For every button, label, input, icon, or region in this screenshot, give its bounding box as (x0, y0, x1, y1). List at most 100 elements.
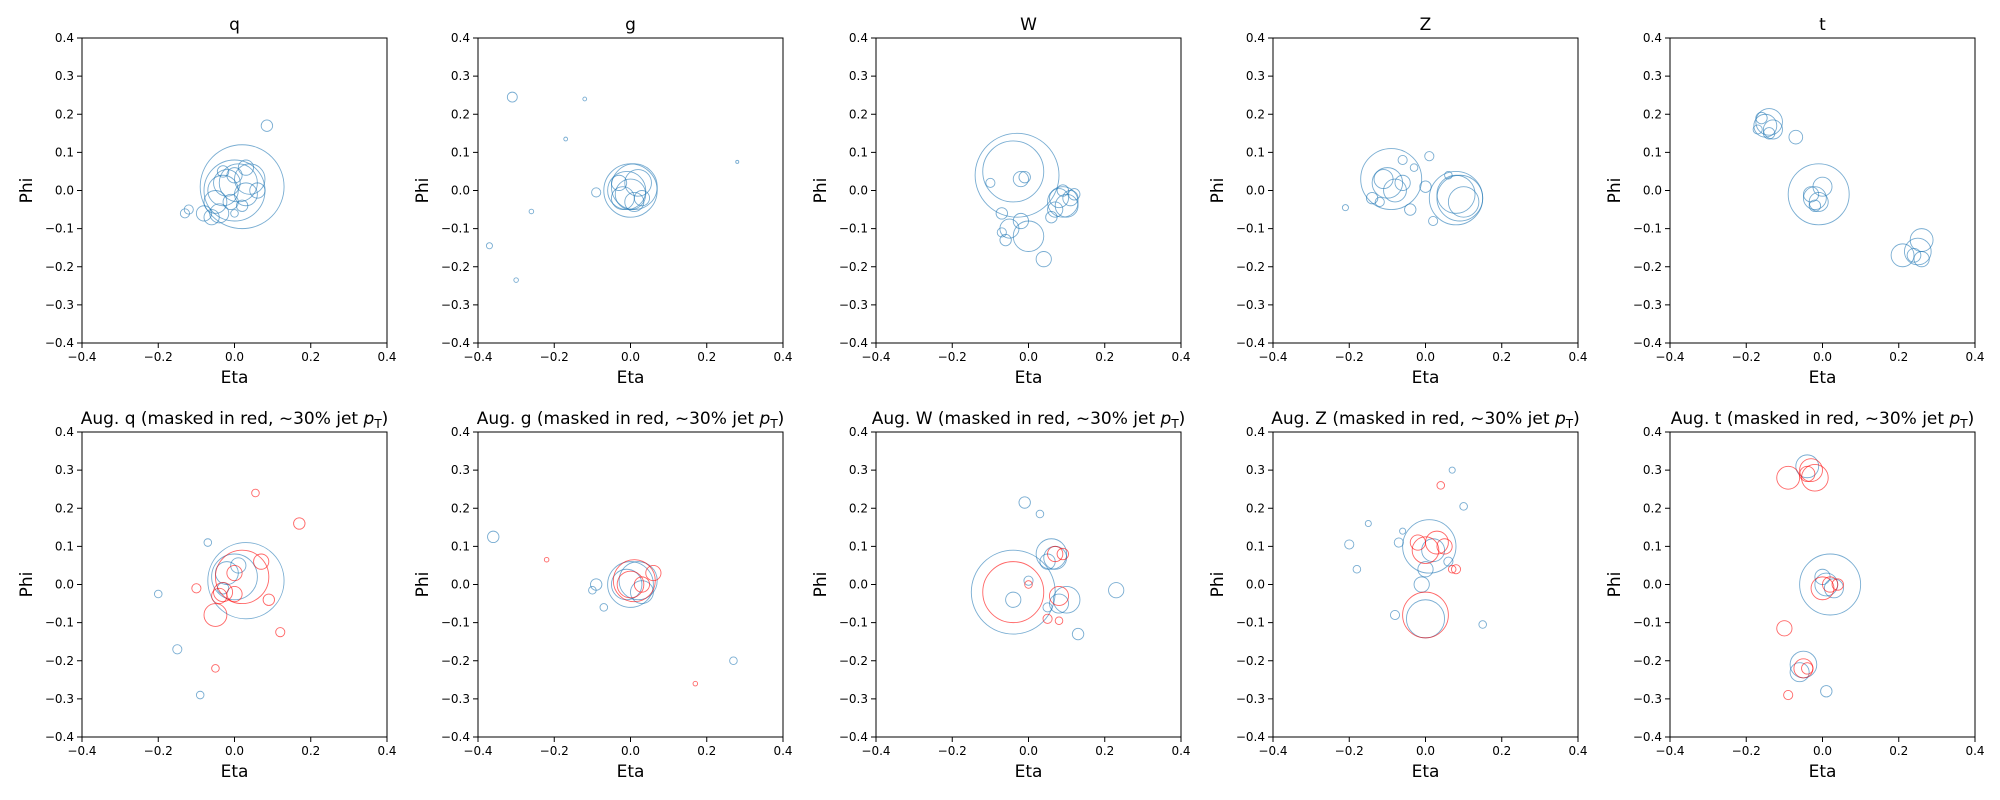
x-tick-label: −0.2 (1732, 744, 1761, 758)
data-point-unmasked-12 (582, 96, 588, 102)
data-point-unmasked-14 (1904, 237, 1932, 266)
y-tick-label: 0.0 (1643, 578, 1662, 592)
y-tick-label: 0.3 (55, 69, 74, 83)
data-point-masked-11 (275, 627, 286, 638)
y-tick-label: 0.3 (1246, 69, 1265, 83)
x-tick-label: 0.0 (621, 350, 640, 364)
x-tick-label: −0.4 (1258, 350, 1287, 364)
y-tick-label: 0.0 (1246, 578, 1265, 592)
data-point-unmasked-9 (633, 190, 651, 207)
y-tick-label: −0.3 (1633, 692, 1662, 706)
data-point-unmasked-15 (485, 242, 493, 250)
data-point-unmasked-4 (230, 557, 247, 574)
data-point-unmasked-14 (1012, 212, 1029, 230)
y-tick-label: −0.2 (839, 654, 868, 668)
data-point-unmasked-1 (207, 542, 285, 620)
y-tick-label: −0.4 (45, 336, 74, 350)
x-tick-label: 0.0 (1019, 744, 1038, 758)
data-point-masked-3 (645, 564, 662, 582)
y-axis-label: Phi (17, 178, 37, 204)
data-point-masked-1 (214, 549, 270, 605)
y-axis-label: Phi (413, 178, 433, 204)
data-point-unmasked-16 (260, 119, 274, 132)
data-point-unmasked-11 (506, 91, 518, 103)
data-point-unmasked-15 (1428, 215, 1439, 227)
chart-title: Z (1420, 15, 1432, 35)
data-point-unmasked-8 (234, 182, 258, 207)
y-tick-label: −0.1 (45, 616, 74, 630)
data-point-unmasked-19 (1444, 170, 1453, 180)
data-point-unmasked-5 (234, 163, 266, 195)
x-axis-label: Eta (221, 762, 249, 782)
data-point-masked-3 (213, 582, 234, 603)
y-tick-label: −0.1 (839, 616, 868, 630)
data-point-unmasked-16 (995, 207, 1008, 220)
data-point-unmasked-9 (1762, 119, 1783, 140)
data-point-masked-4 (1056, 547, 1069, 561)
data-point-unmasked-4 (1373, 169, 1394, 190)
data-point-unmasked-1 (1402, 519, 1457, 574)
data-point-masked-6 (692, 680, 699, 687)
data-point-unmasked-20 (216, 165, 230, 178)
y-tick-label: 0.0 (1246, 184, 1265, 198)
y-tick-label: 0.1 (451, 145, 470, 159)
data-point-masked-6 (1054, 616, 1064, 625)
data-point-masked-8 (251, 488, 260, 498)
y-tick-label: 0.4 (451, 31, 470, 45)
data-point-unmasked-2 (618, 561, 658, 601)
x-tick-label: −0.4 (67, 350, 96, 364)
x-tick-label: 0.2 (1492, 350, 1511, 364)
x-tick-label: 0.2 (1889, 350, 1908, 364)
x-tick-label: −0.2 (540, 350, 569, 364)
y-tick-label: 0.4 (55, 425, 74, 439)
y-axis-label: Phi (811, 572, 831, 598)
x-axis-label: Eta (1015, 762, 1043, 782)
x-axis-label: Eta (617, 368, 645, 388)
y-tick-label: −0.3 (45, 692, 74, 706)
data-point-unmasked-10 (591, 187, 602, 198)
data-point-unmasked-19 (1045, 211, 1058, 224)
x-tick-label: 0.2 (697, 350, 716, 364)
y-tick-label: −0.3 (839, 692, 868, 706)
x-tick-label: 0.4 (773, 350, 792, 364)
y-tick-label: 0.0 (55, 578, 74, 592)
data-point-unmasked-3 (1012, 170, 1029, 188)
x-tick-label: 0.2 (1095, 744, 1114, 758)
x-tick-label: 0.4 (1965, 744, 1984, 758)
data-point-unmasked-12 (1042, 602, 1053, 613)
y-tick-label: −0.4 (1633, 730, 1662, 744)
y-tick-label: −0.2 (1236, 260, 1265, 274)
y-tick-label: 0.2 (1246, 501, 1265, 515)
data-point-unmasked-8 (610, 174, 628, 191)
y-tick-label: −0.2 (45, 260, 74, 274)
data-point-unmasked-6 (1344, 539, 1355, 550)
y-tick-label: 0.0 (1643, 184, 1662, 198)
chart-title: Aug. g (masked in red, ~30% jet pT) (477, 409, 785, 431)
data-point-masked-7 (1776, 620, 1793, 637)
y-tick-label: 0.1 (55, 539, 74, 553)
data-point-masked-11 (1831, 578, 1844, 591)
y-tick-label: −0.2 (1633, 654, 1662, 668)
data-point-unmasked-10 (203, 209, 220, 226)
y-tick-label: 0.2 (1643, 107, 1662, 121)
y-tick-label: −0.1 (441, 616, 470, 630)
data-point-unmasked-15 (1035, 251, 1052, 268)
data-point-masked-13 (253, 553, 270, 570)
data-point-unmasked-12 (1478, 620, 1487, 629)
chart-title: g (625, 15, 636, 35)
x-tick-label: −0.4 (67, 744, 96, 758)
x-tick-label: 0.2 (301, 350, 320, 364)
x-axis-label: Eta (617, 762, 645, 782)
data-point-unmasked-2 (211, 553, 258, 601)
data-point-unmasked-16 (1906, 247, 1922, 263)
y-tick-label: −0.3 (839, 298, 868, 312)
markers (974, 132, 1081, 268)
markers (485, 91, 740, 283)
x-tick-label: 0.4 (377, 744, 396, 758)
chart-title: Aug. Z (masked in red, ~30% jet pT) (1271, 409, 1579, 431)
series-unmasked (1341, 148, 1484, 227)
markers (153, 488, 306, 700)
data-point-unmasked-2 (982, 140, 1045, 203)
y-tick-label: −0.4 (1633, 336, 1662, 350)
